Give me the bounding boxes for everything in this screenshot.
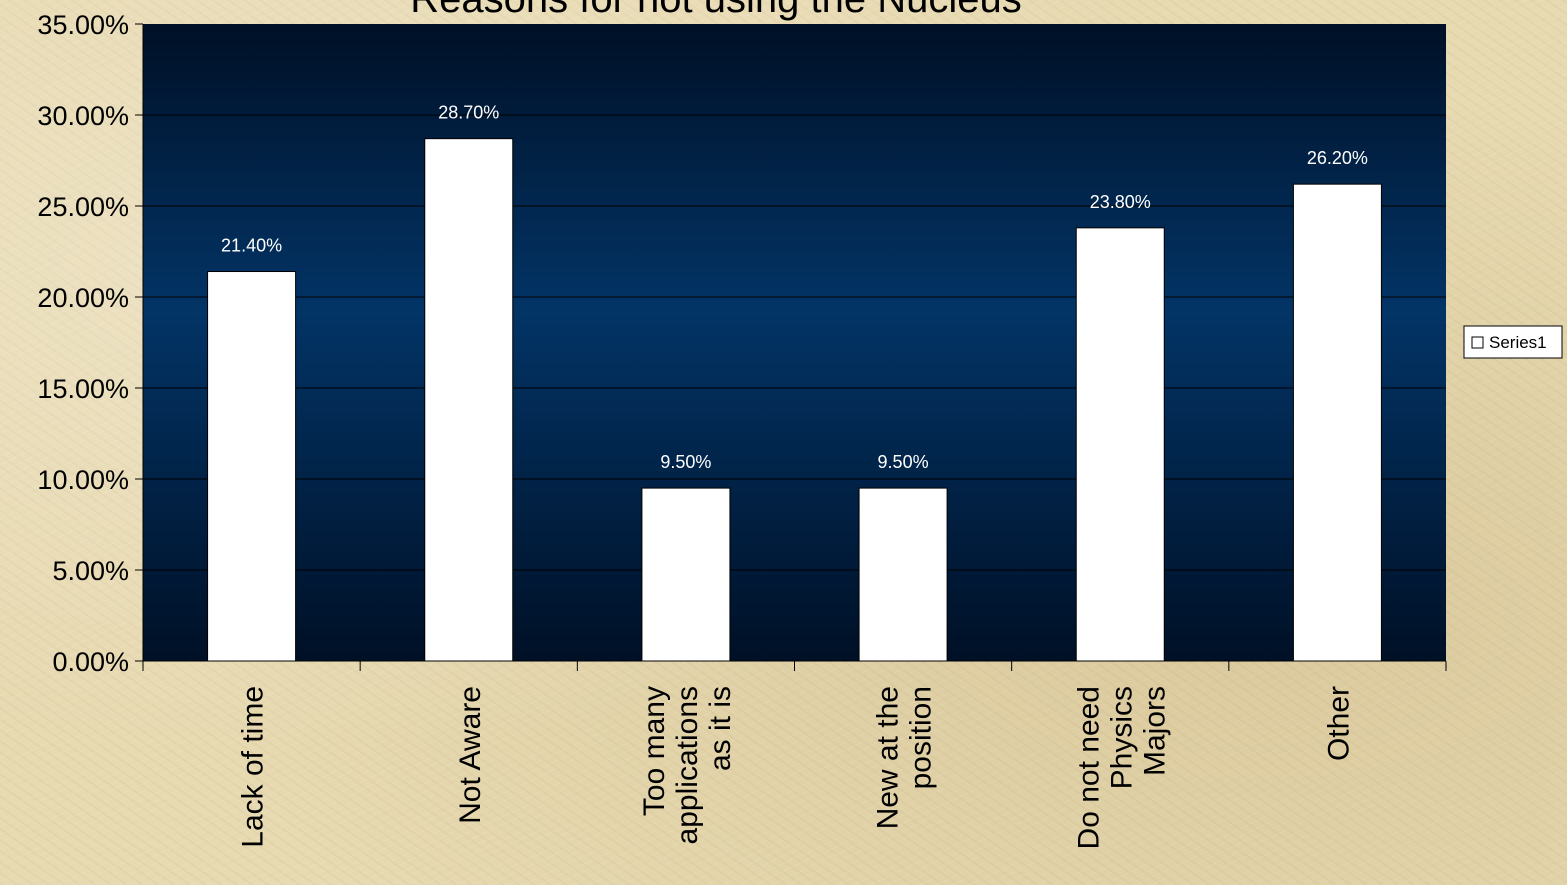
svg-text:Not Aware: Not Aware — [454, 686, 487, 824]
y-tick-label: 20.00% — [37, 283, 129, 313]
svg-text:Do not needPhysicsMajors: Do not needPhysicsMajors — [1072, 686, 1171, 849]
gridlines — [143, 114, 1446, 571]
bar — [424, 138, 514, 662]
y-tick-label: 5.00% — [52, 556, 129, 586]
x-tick-label: Do not needPhysicsMajors — [1072, 686, 1171, 849]
x-tick-label-line: Physics — [1105, 686, 1138, 789]
legend-swatch — [1471, 336, 1484, 349]
legend-box — [1463, 325, 1563, 359]
y-tick-label: 10.00% — [37, 465, 129, 495]
svg-text:Other: Other — [1322, 686, 1355, 761]
x-tick-label-line: position — [905, 686, 938, 789]
bar — [858, 487, 948, 662]
bar — [207, 271, 297, 662]
x-tick-label-line: Lack of time — [237, 686, 270, 848]
axes: 0.00% 5.00% 10.00% 15.00% 20.00% 25.00% 30.00%… — [37, 10, 1447, 849]
x-tick-label: New at theposition — [872, 686, 938, 829]
legend-series-name: Series1 — [1489, 333, 1547, 352]
x-tick-label-line: Not Aware — [454, 686, 487, 824]
y-tick-label: 25.00% — [37, 192, 129, 222]
plot-area — [143, 24, 1446, 661]
x-tick-label-line: New at the — [872, 686, 905, 829]
data-label: 9.50% — [878, 452, 929, 472]
x-tick-label-line: Other — [1322, 686, 1355, 761]
data-labels: 21.40% 28.70% 9.50% 9.50% 23.80% 26.20% — [221, 103, 1368, 472]
y-tick-label: 30.00% — [37, 101, 129, 131]
data-label: 26.20% — [1307, 148, 1368, 168]
svg-text:Lack of time: Lack of time — [237, 686, 270, 848]
data-label: 9.50% — [660, 452, 711, 472]
legend: Series1 — [1463, 325, 1563, 359]
x-tick-label: Lack of time — [237, 686, 270, 848]
y-tick-label: 35.00% — [37, 10, 129, 40]
x-tick-label-line: Do not need — [1072, 686, 1105, 849]
x-tick-label: Other — [1322, 686, 1355, 761]
bars — [207, 138, 1382, 662]
y-tick-label: 0.00% — [52, 647, 129, 677]
y-tick-label: 15.00% — [37, 374, 129, 404]
data-label: 23.80% — [1090, 192, 1151, 212]
x-tick-label-line: applications — [671, 686, 704, 844]
data-label: 21.40% — [221, 236, 282, 256]
bar — [1292, 183, 1382, 662]
svg-text:New at theposition: New at theposition — [872, 686, 938, 829]
x-tick-label-line: Majors — [1138, 686, 1171, 776]
bar — [641, 487, 731, 662]
chart-title: Reasons for not using the Nucleus — [410, 0, 1021, 21]
x-tick-label-line: as it is — [704, 686, 737, 771]
svg-text:Too manyapplicationsas it is: Too manyapplicationsas it is — [638, 686, 737, 844]
bar — [1075, 227, 1165, 662]
x-tick-label: Too manyapplicationsas it is — [638, 686, 737, 844]
x-tick-label-line: Too many — [638, 686, 671, 816]
x-tick-label: Not Aware — [454, 686, 487, 824]
data-label: 28.70% — [438, 103, 499, 123]
